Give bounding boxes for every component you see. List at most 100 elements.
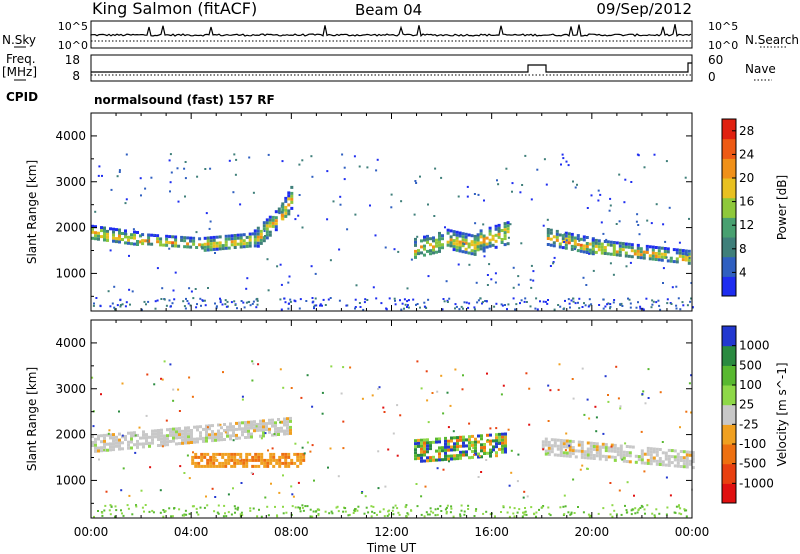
velocity-echo-cell [447, 445, 450, 449]
velocity-plot-bg [91, 320, 692, 518]
velocity-scatter-cell [489, 513, 492, 516]
power-scatter-cell [406, 300, 409, 303]
power-scatter-cell [177, 200, 180, 203]
velocity-scatter-cell [232, 439, 235, 442]
velocity-echo-cell [251, 458, 255, 462]
velocity-echo-cell [290, 461, 294, 465]
power-echo-cell [449, 241, 453, 245]
power-echo-cell [479, 229, 483, 233]
velocity-echo-cell [429, 459, 432, 463]
velocity-echo-cell [447, 454, 450, 458]
velocity-echo-cell [197, 455, 201, 459]
power-echo-cell [452, 233, 456, 237]
velocity-echo-cell [214, 438, 217, 442]
power-scatter-cell [530, 198, 533, 201]
power-echo-cell [585, 245, 589, 248]
power-echo-cell [209, 236, 213, 240]
velocity-echo-cell [619, 453, 623, 457]
velocity-scatter-cell [109, 513, 112, 516]
velocity-scatter-cell [651, 512, 654, 515]
power-scatter-cell [577, 301, 579, 304]
power-scatter-cell [144, 187, 147, 190]
power-echo-cell [461, 235, 465, 239]
velocity-echo-cell [157, 435, 160, 438]
velocity-colorbar-swatch [722, 483, 736, 504]
velocity-echo-cell [649, 447, 653, 451]
velocity-echo-cell [259, 425, 262, 429]
velocity-scatter-cell [159, 489, 162, 492]
power-scatter-cell [517, 283, 520, 286]
power-scatter-cell [576, 183, 578, 186]
power-echo-cell [488, 241, 492, 245]
velocity-echo-cell [235, 433, 238, 437]
power-echo-cell [100, 235, 103, 239]
velocity-echo-cell [184, 435, 187, 439]
velocity-echo-cell [256, 422, 259, 426]
power-echo-cell [112, 239, 115, 243]
power-echo-cell [239, 233, 243, 237]
power-echo-cell [441, 246, 444, 250]
velocity-scatter-cell [647, 368, 650, 371]
velocity-scatter-cell [367, 511, 370, 514]
velocity-echo-cell [649, 459, 653, 463]
velocity-echo-cell [682, 456, 686, 460]
velocity-scatter-cell [108, 429, 111, 432]
power-echo-cell [555, 235, 559, 239]
power-echo-cell [218, 241, 222, 245]
velocity-echo-cell [262, 419, 265, 423]
power-echo-cell [452, 239, 456, 243]
power-echo-cell [570, 238, 574, 242]
power-echo-cell [654, 252, 658, 255]
power-echo-cell [615, 250, 619, 254]
power-scatter-cell [94, 210, 97, 213]
power-echo-cell [564, 231, 568, 235]
velocity-echo-cell [550, 450, 554, 454]
velocity-scatter-cell [659, 391, 662, 394]
velocity-echo-cell [238, 427, 241, 431]
velocity-echo-cell [256, 428, 259, 432]
velocity-echo-cell [284, 461, 288, 465]
power-scatter-cell [416, 303, 419, 305]
velocity-echo-cell [679, 450, 683, 453]
velocity-echo-cell [271, 424, 274, 428]
velocity-echo-cell [178, 433, 181, 437]
power-scatter-cell [619, 303, 622, 306]
velocity-echo-cell [133, 443, 136, 447]
velocity-echo-cell [658, 448, 662, 451]
power-echo-cell [118, 240, 121, 244]
velocity-scatter-cell [564, 505, 567, 508]
velocity-scatter-cell [141, 506, 144, 509]
velocity-echo-cell [286, 417, 289, 421]
velocity-echo-cell [571, 440, 575, 444]
power-scatter-cell [196, 175, 199, 178]
velocity-scatter-cell [416, 360, 419, 363]
status-panels: N.Sky 10^5 10^0 N.Search 10^5 10^0 Freq.… [2, 20, 799, 107]
velocity-echo-cell [420, 438, 423, 442]
velocity-scatter-cell [104, 504, 107, 507]
velocity-scatter-cell [336, 505, 339, 508]
velocity-echo-cell [495, 442, 498, 446]
velocity-echo-cell [658, 460, 662, 463]
power-colorbar-label: 8 [739, 242, 747, 256]
power-echo-cell [147, 233, 151, 237]
power-scatter-cell [251, 302, 254, 305]
velocity-echo-cell [245, 455, 249, 459]
power-echo-cell [284, 205, 288, 209]
velocity-echo-cell [429, 444, 432, 448]
power-scatter-cell [448, 297, 451, 300]
power-scatter-cell [252, 300, 255, 303]
velocity-echo-cell [235, 427, 238, 431]
velocity-echo-cell [220, 432, 223, 436]
velocity-scatter-cell [459, 515, 462, 518]
power-echo-cell [576, 234, 580, 238]
power-echo-cell [497, 223, 501, 227]
velocity-echo-cell [547, 443, 551, 447]
power-scatter-cell [542, 300, 545, 303]
velocity-scatter-cell [328, 512, 331, 515]
power-scatter-cell [625, 265, 628, 268]
velocity-scatter-cell [406, 512, 409, 515]
velocity-echo-cell [417, 453, 420, 457]
velocity-echo-cell [283, 429, 286, 433]
power-echo-cell [165, 237, 169, 241]
